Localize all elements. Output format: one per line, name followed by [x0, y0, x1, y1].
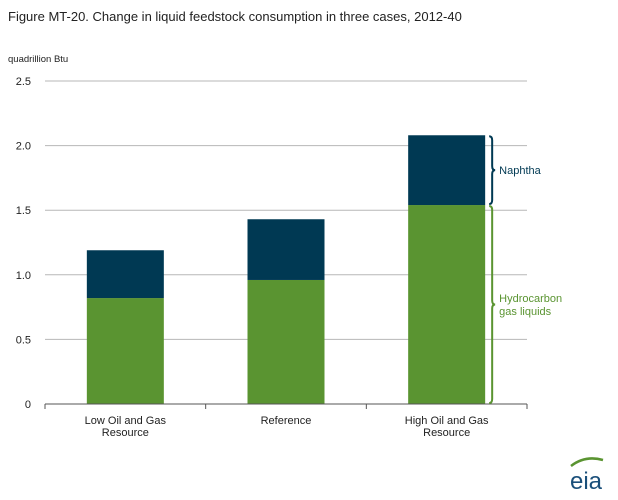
y-tick-label: 2.0 [16, 141, 31, 153]
y-unit-label: quadrillion Btu [8, 54, 68, 65]
bar-segment [247, 219, 325, 280]
eia-logo-swoosh [570, 457, 604, 468]
bars [86, 135, 486, 404]
x-tick-label: Low Oil and Gas [85, 415, 167, 427]
series-bracket [489, 135, 496, 206]
series-label: Hydrocarbon [499, 293, 562, 305]
x-tick-label: Reference [261, 415, 312, 427]
chart-title: Figure MT-20. Change in liquid feedstock… [8, 9, 462, 24]
bar-segment [86, 298, 164, 404]
bar-segment [86, 250, 164, 299]
series-label: gas liquids [499, 306, 551, 318]
y-tick-label: 1.0 [16, 270, 31, 282]
bar-segment [408, 205, 486, 404]
y-tick-label: 1.5 [16, 205, 31, 217]
x-tick-label: Resource [102, 427, 149, 439]
eia-logo: eia [570, 457, 604, 495]
y-tick-label: 0.5 [16, 334, 31, 346]
series-label: Naphtha [499, 165, 541, 177]
bar-segment [247, 279, 325, 404]
y-tick-label: 0 [25, 399, 31, 411]
y-tick-labels: 0 0.5 1.0 1.5 2.0 2.5 [16, 76, 31, 411]
series-bracket [489, 205, 496, 404]
x-tick-label: Resource [423, 427, 470, 439]
y-tick-label: 2.5 [16, 76, 31, 88]
x-tick-label: High Oil and Gas [405, 415, 489, 427]
bar-segment [408, 135, 486, 206]
eia-logo-text: eia [570, 468, 603, 495]
